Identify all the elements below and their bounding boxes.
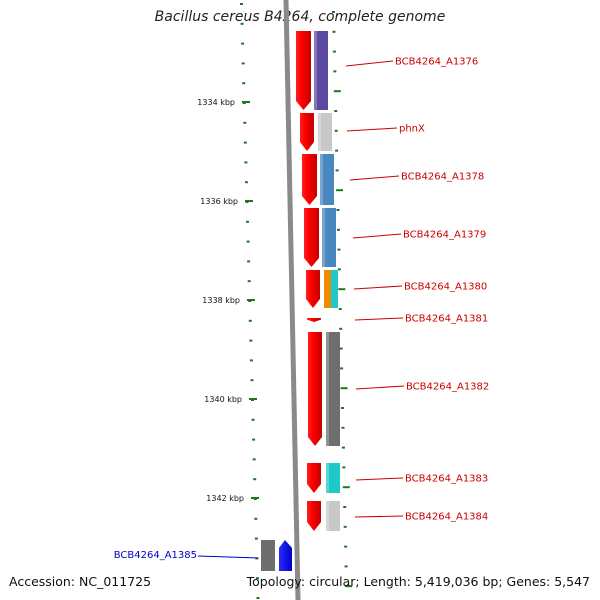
gene-arrow-reverse	[279, 540, 292, 571]
cog-box-highlight	[314, 31, 317, 110]
cog-box-highlight	[326, 501, 329, 531]
kbp-label: 1334 kbp	[197, 98, 235, 107]
gene-labels: BCB4264_A1376 phnX BCB4264_A1378 BCB4264_A1…	[114, 57, 490, 562]
kbp-label: 1340 kbp	[204, 395, 242, 404]
leader-line	[355, 385, 405, 390]
gene-label: BCB4264_A1381	[405, 314, 488, 325]
genome-summary: Topology: circular; Length: 5,419,036 bp…	[246, 574, 590, 589]
leader-line	[345, 60, 394, 67]
leader-line	[349, 175, 400, 181]
gene-label: BCB4264_A1380	[404, 282, 487, 293]
gene-label: BCB4264_A1385	[114, 550, 197, 561]
gene-arrow	[304, 208, 319, 267]
scale-labels: 1334 kbp 1336 kbp 1338 kbp 1340 kbp 1342 kbp	[197, 98, 259, 503]
cog-box	[326, 463, 340, 493]
cog-box-highlight	[320, 154, 323, 205]
cog-box-highlight	[318, 113, 321, 151]
cog-box-highlight	[322, 208, 325, 267]
scale-ticks-right	[332, 11, 353, 588]
gene-label: BCB4264_A1382	[406, 382, 489, 393]
gene-arrow	[300, 113, 314, 151]
cog-box-highlight	[326, 332, 329, 446]
cog-box-highlight	[326, 463, 329, 493]
leader-line	[354, 317, 404, 321]
gene-label: BCB4264_A1379	[403, 230, 486, 241]
gene-label: BCB4264_A1384	[405, 512, 488, 523]
leader-line	[354, 515, 404, 518]
gene-arrow	[307, 463, 321, 493]
cog-box	[320, 154, 334, 205]
leader-line	[346, 127, 398, 132]
genome-title: Bacillus cereus B4264, complete genome	[154, 9, 446, 25]
cog-box	[314, 31, 328, 110]
cog-box	[322, 208, 336, 267]
gene-label: phnX	[399, 124, 425, 135]
cog-box	[324, 270, 331, 308]
cog-box	[326, 501, 340, 531]
gene-arrow	[307, 501, 321, 531]
leader-line	[355, 477, 404, 481]
gene-label: BCB4264_A1378	[401, 172, 484, 183]
gene-arrow	[308, 332, 322, 446]
kbp-label: 1338 kbp	[202, 296, 240, 305]
genome-backbone	[283, 0, 301, 600]
gene-label: BCB4264_A1376	[395, 57, 478, 68]
leader-line	[352, 233, 402, 239]
gene-features	[261, 31, 340, 571]
kbp-label: 1342 kbp	[206, 494, 244, 503]
cog-box	[318, 113, 332, 151]
cog-box	[261, 540, 275, 571]
gene-arrow	[302, 154, 317, 205]
gene-arrow	[296, 31, 311, 110]
gene-arrow	[306, 270, 320, 308]
leader-line	[197, 555, 259, 559]
cog-box	[331, 270, 338, 308]
accession-text: Accession: NC_011725	[9, 574, 152, 589]
kbp-label: 1336 kbp	[200, 197, 238, 206]
gene-arrow	[307, 318, 321, 322]
gene-label: BCB4264_A1383	[405, 474, 488, 485]
leader-line	[353, 285, 403, 290]
cog-box	[326, 332, 340, 446]
